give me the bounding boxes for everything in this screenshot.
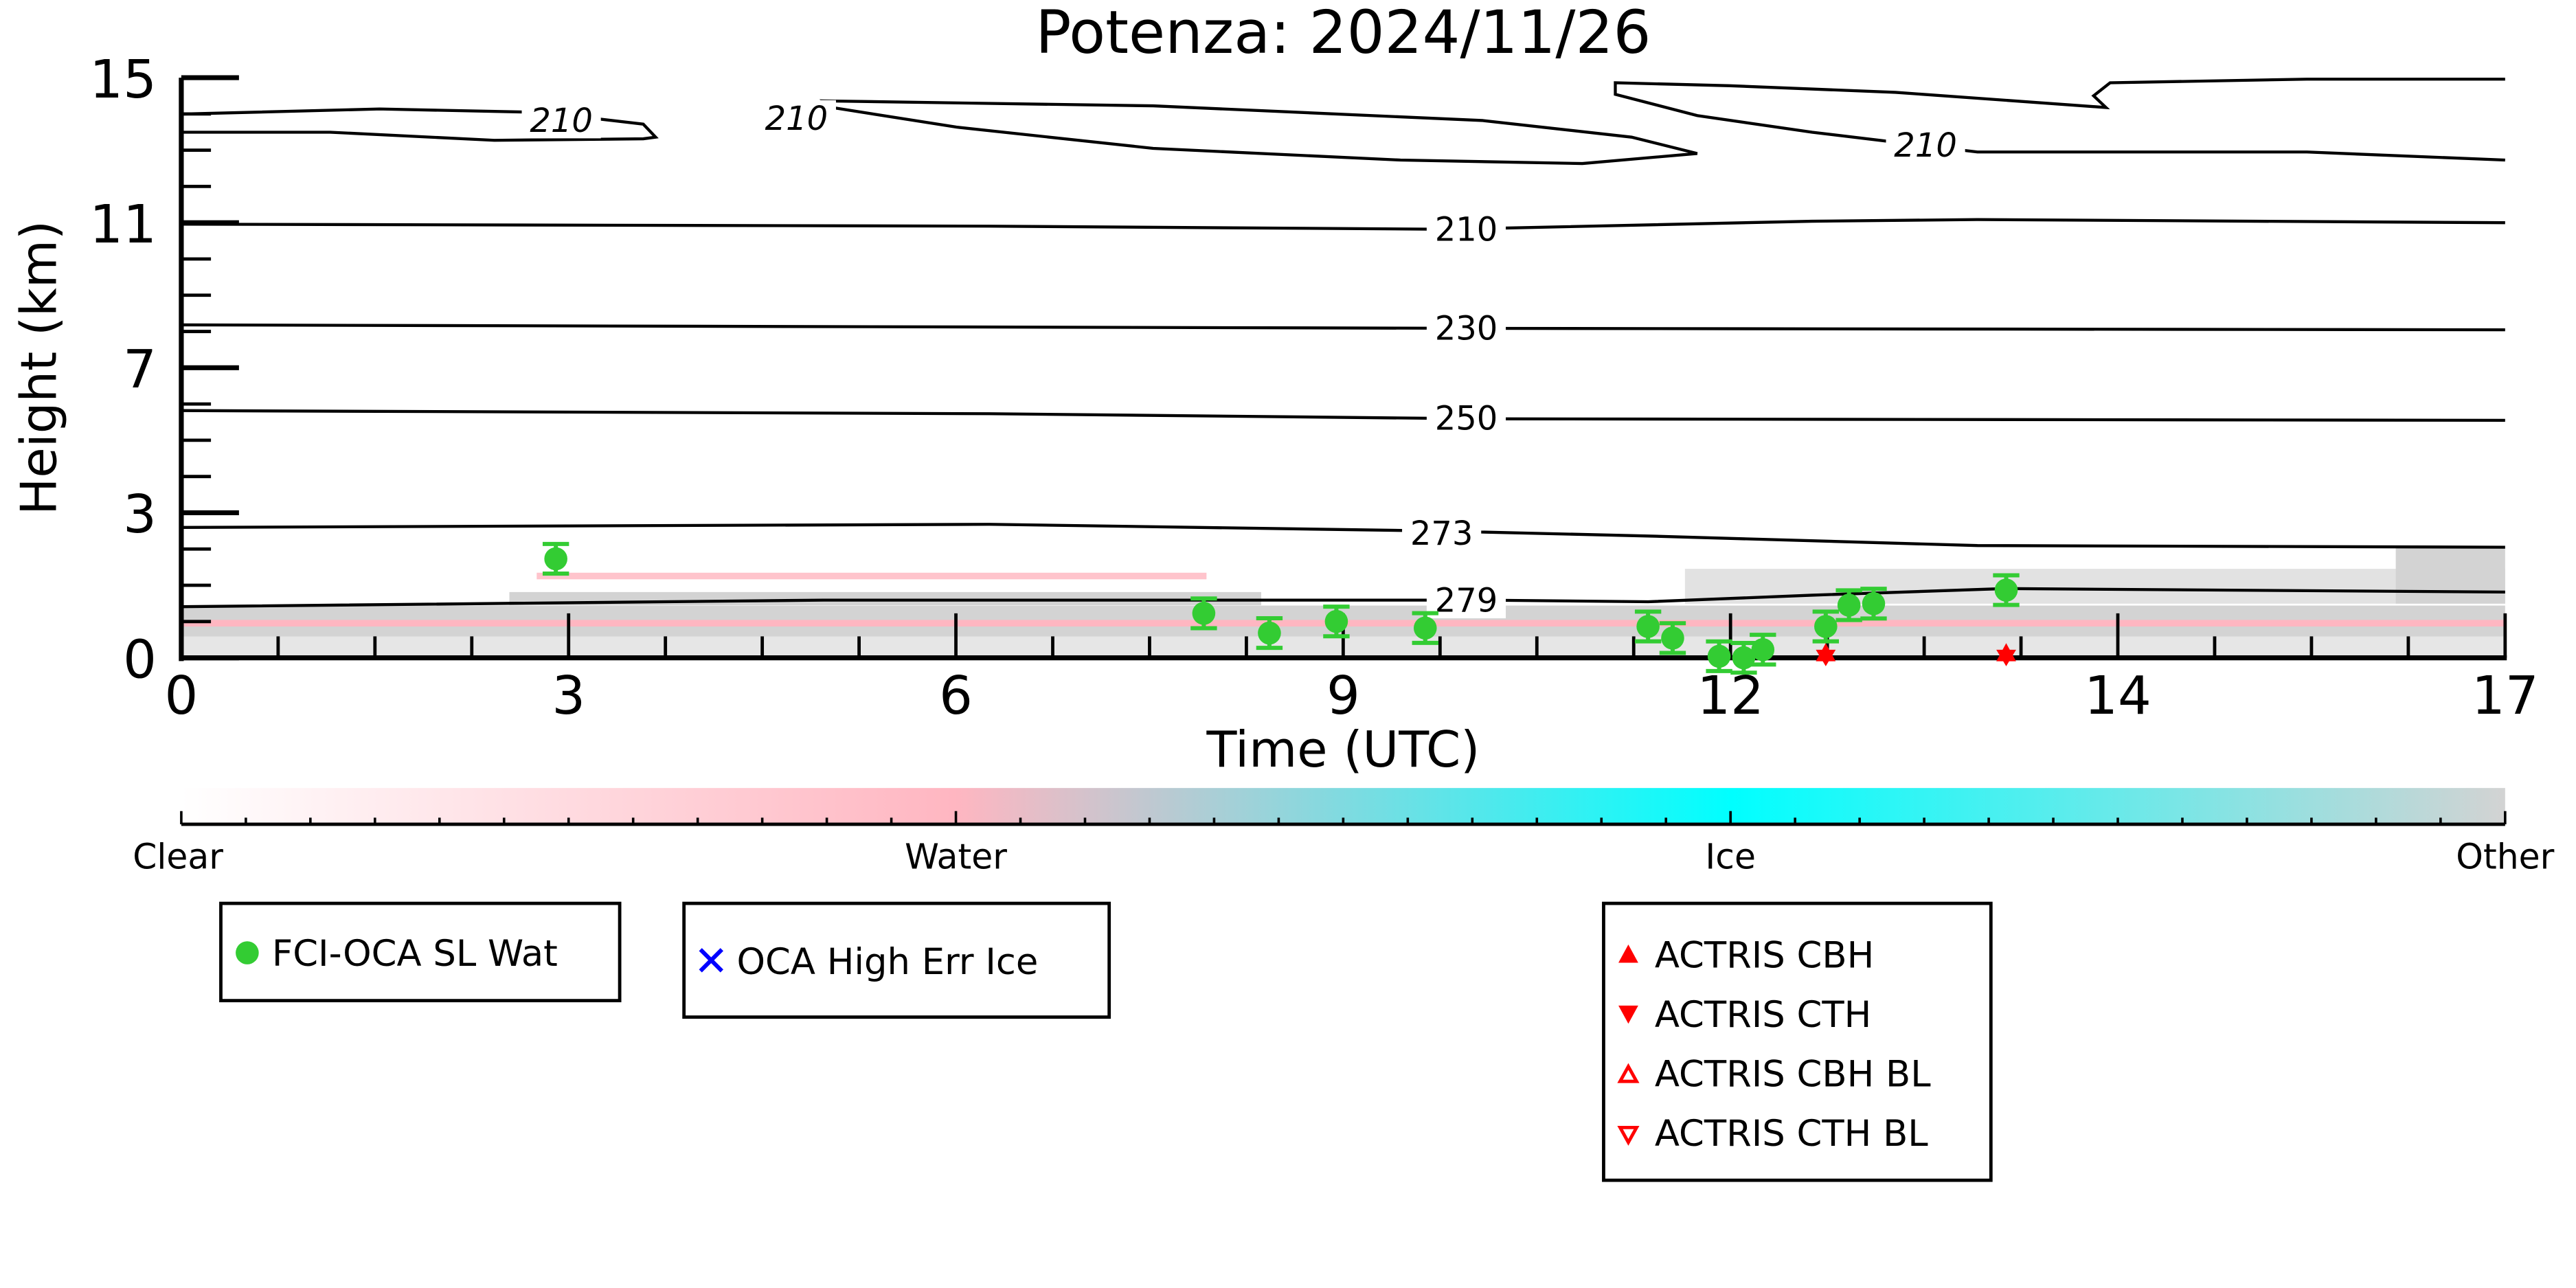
axes: 0 3 7 11 15 0 3 6 9 12 14 17 (89, 49, 2538, 727)
contour-label-bg (1426, 400, 1506, 436)
fci-oca-point (1751, 637, 1775, 662)
contour-label: 273 (1410, 515, 1473, 553)
contour-line (181, 523, 2505, 549)
contour-label: 279 (1435, 581, 1498, 620)
gray-band-right (1684, 569, 2505, 604)
colorbar-label-clear: Clear (133, 837, 223, 877)
x-tick-label: 12 (1697, 666, 1764, 727)
fci-oca-point (544, 547, 567, 571)
contour-label-bg (1402, 515, 1482, 552)
x-tick-label: 3 (552, 666, 585, 727)
x-tick-label: 17 (2472, 666, 2539, 727)
contour-line (819, 99, 1698, 166)
contour-label-bg (1886, 126, 1965, 163)
legend-label: OCA High Err Ice (736, 941, 1038, 983)
actris-cth-point (1816, 649, 1836, 666)
contour-line (181, 409, 2505, 422)
blue-x-icon (699, 948, 723, 973)
triangle-up-open-icon (1617, 1063, 1640, 1083)
contour-label: 210 (1435, 211, 1498, 249)
water-band-upper (536, 572, 1207, 580)
legend-label: ACTRIS CBH (1655, 935, 1874, 977)
contour-line (179, 107, 659, 142)
contour-label: 250 (1435, 399, 1498, 438)
fci-oca-point (1636, 615, 1660, 638)
legend-label: ACTRIS CTH (1655, 994, 1872, 1036)
fci-oca-point (1732, 646, 1756, 670)
contour-label: 230 (1435, 310, 1498, 348)
y-tick-label: 3 (123, 484, 157, 545)
fci-oca-point (1324, 609, 1348, 633)
contour-label-bg (1426, 211, 1506, 248)
gray-band-right-tall (2395, 547, 2505, 604)
actris-cth-point (1996, 649, 2016, 666)
legend-label: ACTRIS CTH BL (1655, 1113, 1928, 1155)
contour-line (181, 323, 2505, 332)
x-tick-label: 6 (939, 666, 973, 727)
fci-oca-point (1413, 616, 1437, 640)
contour-label-bg (1426, 310, 1506, 347)
temperature-contours: 279 273 250 230 210 210 210 210 (179, 78, 2505, 620)
fci-oca-point (1994, 578, 2018, 602)
colorbar-label-other: Other (2456, 837, 2554, 877)
legend-actris: ACTRIS CBH ACTRIS CTH ACTRIS CBH BL ACTR… (1602, 901, 1993, 1182)
triangle-up-icon (1618, 945, 1638, 963)
triangle-down-open-icon (1617, 1125, 1640, 1146)
legend-label: ACTRIS CBH BL (1655, 1053, 1931, 1095)
fci-oca-point (1837, 594, 1861, 617)
colorbar-label-ice: Ice (1705, 837, 1756, 877)
contour-label-bg (521, 102, 601, 139)
y-tick-label: 15 (89, 49, 157, 111)
fci-oca-point (1258, 621, 1281, 645)
y-tick-label: 0 (123, 629, 157, 690)
colorbar-label-water: Water (905, 837, 1007, 877)
contour-label: 210 (1894, 126, 1957, 165)
data-markers (542, 541, 2020, 675)
y-tick-label: 11 (89, 194, 157, 256)
y-axis-label: Height (km) (10, 221, 68, 515)
contour-line (181, 218, 2505, 231)
colorbar: Clear Water Ice Other (133, 788, 2555, 877)
contour-line (1614, 78, 2505, 162)
legend-label: FCI-OCA SL Wat (272, 933, 558, 975)
x-tick-label: 9 (1326, 666, 1360, 727)
contour-label: 210 (530, 102, 593, 140)
fci-oca-point (1192, 602, 1216, 625)
triangle-down-icon (1618, 1005, 1638, 1024)
legend-oca: OCA High Err Ice (682, 901, 1111, 1019)
x-tick-label: 0 (164, 666, 198, 727)
x-tick-label: 14 (2084, 666, 2151, 727)
x-axis-label: Time (UTC) (1206, 721, 1480, 778)
fci-oca-point (1814, 615, 1838, 638)
contour-label-bg (756, 100, 836, 137)
legend-fci: FCI-OCA SL Wat (219, 901, 622, 1003)
green-circle-icon (236, 941, 259, 964)
fci-oca-point (1707, 644, 1731, 668)
chart-title: Potenza: 2024/11/26 (1035, 0, 1651, 67)
fci-oca-point (1862, 591, 1886, 615)
contour-label-bg (1426, 582, 1506, 619)
fci-oca-point (1661, 626, 1684, 650)
contour-label: 210 (765, 100, 828, 138)
y-tick-label: 7 (123, 339, 157, 400)
